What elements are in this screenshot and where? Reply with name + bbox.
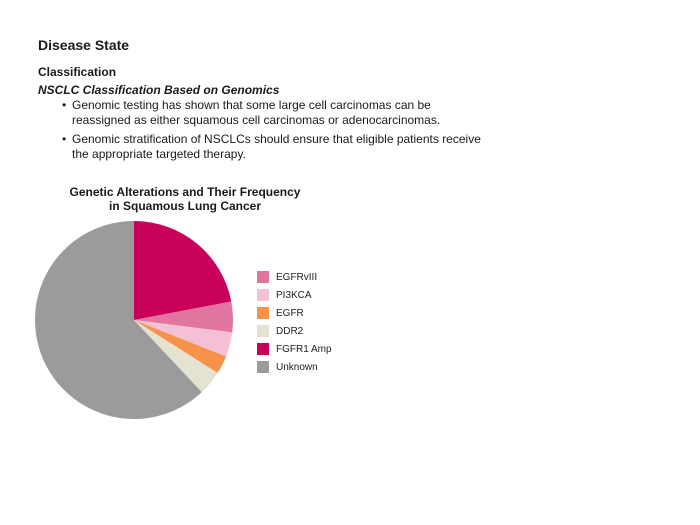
pie-slice-unknown (35, 221, 202, 419)
bullet-item: Genomic testing has shown that some larg… (62, 98, 492, 128)
legend-swatch (257, 325, 269, 337)
legend-item: FGFR1 Amp (257, 340, 332, 358)
section-subheading: Classification (38, 65, 117, 79)
chart-title-line-2: in Squamous Lung Cancer (108, 199, 261, 213)
bullet-item: Genomic stratification of NSCLCs should … (62, 132, 492, 162)
legend-label: Unknown (276, 361, 318, 373)
legend-label: EGFRvIII (276, 271, 318, 283)
legend-swatch (257, 307, 269, 319)
legend-label: FGFR1 Amp (276, 343, 332, 355)
legend-swatch (257, 343, 269, 355)
chart-title: Genetic Alterations and Their Frequency … (40, 185, 330, 213)
legend-item: EGFR (257, 304, 332, 322)
section-subtitle: NSCLC Classification Based on Genomics (38, 83, 280, 97)
pie-slice-ddr2 (134, 320, 218, 393)
pie-chart (35, 221, 234, 419)
legend-label: DDR2 (276, 325, 304, 337)
legend-label: EGFR (276, 307, 304, 319)
bullet-list: Genomic testing has shown that some larg… (62, 98, 492, 166)
page-heading: Disease State (38, 37, 130, 53)
legend-label: PI3KCA (276, 289, 312, 301)
legend-item: DDR2 (257, 322, 332, 340)
pie-slice-egfrviii (134, 301, 234, 333)
legend-item: EGFRvIII (257, 268, 332, 286)
pie-slice-fgfr1-amp (134, 221, 232, 320)
pie-slice-egfr (134, 320, 227, 374)
legend-item: Unknown (257, 358, 332, 376)
legend-swatch (257, 361, 269, 373)
chart-title-line-1: Genetic Alterations and Their Frequency (69, 185, 301, 199)
legend-swatch (257, 271, 269, 283)
legend-swatch (257, 289, 269, 301)
pie-slice-pi3kca (134, 320, 233, 357)
chart-legend: EGFRvIII PI3KCA EGFR DDR2 FGFR1 Amp Unknown (257, 268, 332, 376)
legend-item: PI3KCA (257, 286, 332, 304)
